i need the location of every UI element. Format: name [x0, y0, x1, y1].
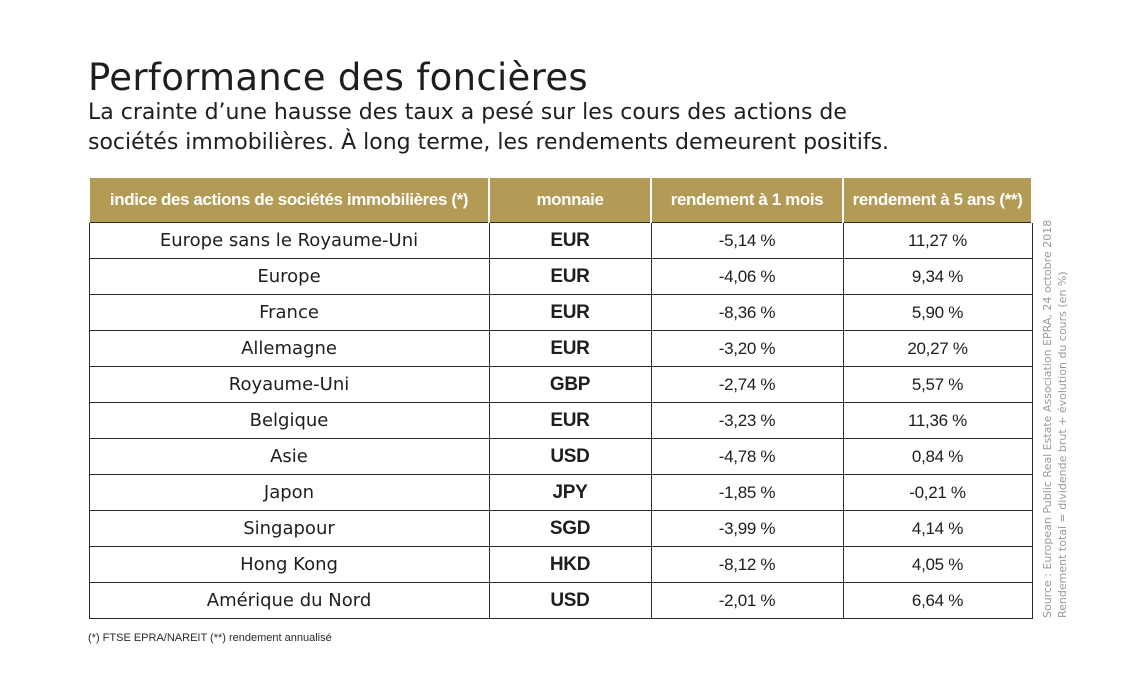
row-one-month-cell: -8,12 % — [650, 546, 844, 583]
row-one-month-cell: -1,85 % — [650, 474, 844, 511]
table-header-row: indice des actions de sociétés immobiliè… — [88, 178, 1033, 223]
table-row: Royaume-Uni GBP -2,74 % 5,57 % — [88, 366, 1033, 403]
source-line: Rendement total = dividende brut + évolu… — [1056, 271, 1069, 618]
row-currency-cell: EUR — [488, 294, 652, 331]
row-five-years-cell: 5,90 % — [842, 294, 1033, 331]
row-one-month-cell: -3,20 % — [650, 330, 844, 367]
row-name-cell: France — [88, 294, 490, 331]
row-one-month-cell: -2,74 % — [650, 366, 844, 403]
row-name-cell: Asie — [88, 438, 490, 475]
row-five-years-cell: 11,36 % — [842, 402, 1033, 439]
row-name-cell: Hong Kong — [88, 546, 490, 583]
row-five-years-cell: 11,27 % — [842, 222, 1033, 259]
row-currency-cell: EUR — [488, 258, 652, 295]
table-row: Hong Kong HKD -8,12 % 4,05 % — [88, 546, 1033, 583]
table-row: Asie USD -4,78 % 0,84 % — [88, 438, 1033, 475]
row-currency-cell: SGD — [488, 510, 652, 547]
row-currency-cell: HKD — [488, 546, 652, 583]
column-header-index: indice des actions de sociétés immobiliè… — [88, 178, 490, 223]
row-name-cell: Singapour — [88, 510, 490, 547]
table-row: Europe sans le Royaume-Uni EUR -5,14 % 11,2… — [88, 222, 1033, 259]
source-note: Source : European Public Real Estate Ass… — [1040, 178, 1070, 618]
row-currency-cell: EUR — [488, 330, 652, 367]
row-currency-cell: EUR — [488, 402, 652, 439]
row-name-cell: Allemagne — [88, 330, 490, 367]
column-header-one-month: rendement à 1 mois — [650, 178, 844, 223]
row-one-month-cell: -8,36 % — [650, 294, 844, 331]
column-header-five-years: rendement à 5 ans (**) — [842, 178, 1033, 223]
row-currency-cell: USD — [488, 582, 652, 619]
table-row: France EUR -8,36 % 5,90 % — [88, 294, 1033, 331]
row-one-month-cell: -5,14 % — [650, 222, 844, 259]
row-currency-cell: EUR — [488, 222, 652, 259]
row-name-cell: Europe — [88, 258, 490, 295]
row-name-cell: Europe sans le Royaume-Uni — [88, 222, 490, 259]
subtitle: La crainte d’une hausse des taux a pesé … — [88, 98, 1028, 158]
row-name-cell: Amérique du Nord — [88, 582, 490, 619]
subtitle-line: sociétés immobilières. À long terme, les… — [88, 130, 890, 155]
table-row: Singapour SGD -3,99 % 4,14 % — [88, 510, 1033, 547]
table-row: Japon JPY -1,85 % -0,21 % — [88, 474, 1033, 511]
row-five-years-cell: 20,27 % — [842, 330, 1033, 367]
row-five-years-cell: 6,64 % — [842, 582, 1033, 619]
row-one-month-cell: -4,78 % — [650, 438, 844, 475]
source-line: Source : European Public Real Estate Ass… — [1041, 219, 1054, 618]
table-row: Belgique EUR -3,23 % 11,36 % — [88, 402, 1033, 439]
row-five-years-cell: 9,34 % — [842, 258, 1033, 295]
row-one-month-cell: -4,06 % — [650, 258, 844, 295]
table-row: Allemagne EUR -3,20 % 20,27 % — [88, 330, 1033, 367]
row-name-cell: Royaume-Uni — [88, 366, 490, 403]
table-row: Amérique du Nord USD -2,01 % 6,64 % — [88, 582, 1033, 619]
row-currency-cell: JPY — [488, 474, 652, 511]
row-five-years-cell: 5,57 % — [842, 366, 1033, 403]
table-row: Europe EUR -4,06 % 9,34 % — [88, 258, 1033, 295]
row-five-years-cell: 4,14 % — [842, 510, 1033, 547]
row-one-month-cell: -2,01 % — [650, 582, 844, 619]
page-title: Performance des foncières — [88, 56, 588, 99]
row-five-years-cell: -0,21 % — [842, 474, 1033, 511]
row-five-years-cell: 4,05 % — [842, 546, 1033, 583]
footnote: (*) FTSE EPRA/NAREIT (**) rendement annu… — [88, 632, 332, 644]
row-currency-cell: GBP — [488, 366, 652, 403]
row-one-month-cell: -3,99 % — [650, 510, 844, 547]
subtitle-line: La crainte d’une hausse des taux a pesé … — [88, 100, 847, 125]
row-name-cell: Japon — [88, 474, 490, 511]
row-currency-cell: USD — [488, 438, 652, 475]
row-name-cell: Belgique — [88, 402, 490, 439]
performance-table: indice des actions de sociétés immobiliè… — [88, 178, 1033, 619]
row-five-years-cell: 0,84 % — [842, 438, 1033, 475]
row-one-month-cell: -3,23 % — [650, 402, 844, 439]
column-header-currency: monnaie — [488, 178, 652, 223]
